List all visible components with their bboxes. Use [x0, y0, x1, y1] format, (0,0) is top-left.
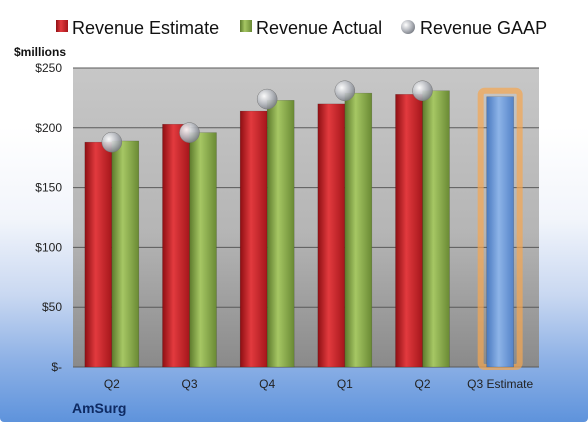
marker-revenue-gaap: [179, 122, 200, 143]
marker-revenue-gaap: [334, 80, 356, 101]
x-tick-label: Q4: [259, 377, 275, 391]
x-tick-label: Q2: [414, 377, 430, 391]
x-tick-label: Q1: [337, 377, 353, 391]
bar-revenue-estimate: [162, 123, 190, 368]
bar-revenue-actual: [266, 100, 295, 368]
x-tick-label: Q2: [104, 377, 120, 391]
legend-label-actual: Revenue Actual: [256, 18, 382, 38]
bars: [84, 87, 523, 370]
y-tick-label: $150: [35, 181, 62, 195]
y-tick-label: $100: [35, 240, 62, 254]
axis-ticks: $- $50 $100 $150 $200 $250 Q2 Q3 Q4 Q1 Q2 Q3 Estima…: [35, 61, 533, 391]
bar-revenue-actual: [422, 90, 450, 368]
bar-revenue-estimate: [239, 110, 268, 368]
marker-revenue-gaap: [101, 131, 123, 153]
bar-q3-estimate: [486, 96, 514, 368]
x-tick-label: Q3 Estimate: [467, 377, 533, 391]
marker-revenue-gaap: [256, 88, 278, 110]
bar-revenue-estimate: [84, 141, 113, 368]
bar-revenue-actual: [344, 92, 373, 368]
bar-revenue-estimate: [317, 103, 346, 368]
x-tick-label: Q3: [181, 377, 197, 391]
bar-revenue-actual: [111, 140, 140, 368]
legend-swatch-estimate: [56, 20, 68, 32]
legend-label-gaap: Revenue GAAP: [420, 18, 547, 38]
y-tick-label: $50: [42, 300, 62, 314]
bar-revenue-actual: [189, 132, 217, 368]
gridlines: [73, 67, 539, 368]
y-tick-label: $-: [51, 360, 62, 374]
legend-label-estimate: Revenue Estimate: [72, 18, 219, 38]
marker-revenue-gaap: [412, 80, 433, 101]
gaap-markers: [101, 80, 433, 153]
bar-revenue-estimate: [395, 94, 423, 368]
legend: Revenue Estimate Revenue Actual Revenue …: [56, 18, 547, 38]
legend-swatch-actual: [240, 20, 252, 32]
y-tick-label: $250: [35, 61, 62, 75]
plot-area: [73, 68, 539, 367]
legend-swatch-gaap: [401, 20, 415, 34]
unit-label: $millions: [14, 45, 66, 59]
company-label: AmSurg: [72, 400, 126, 416]
y-tick-label: $200: [35, 121, 62, 135]
